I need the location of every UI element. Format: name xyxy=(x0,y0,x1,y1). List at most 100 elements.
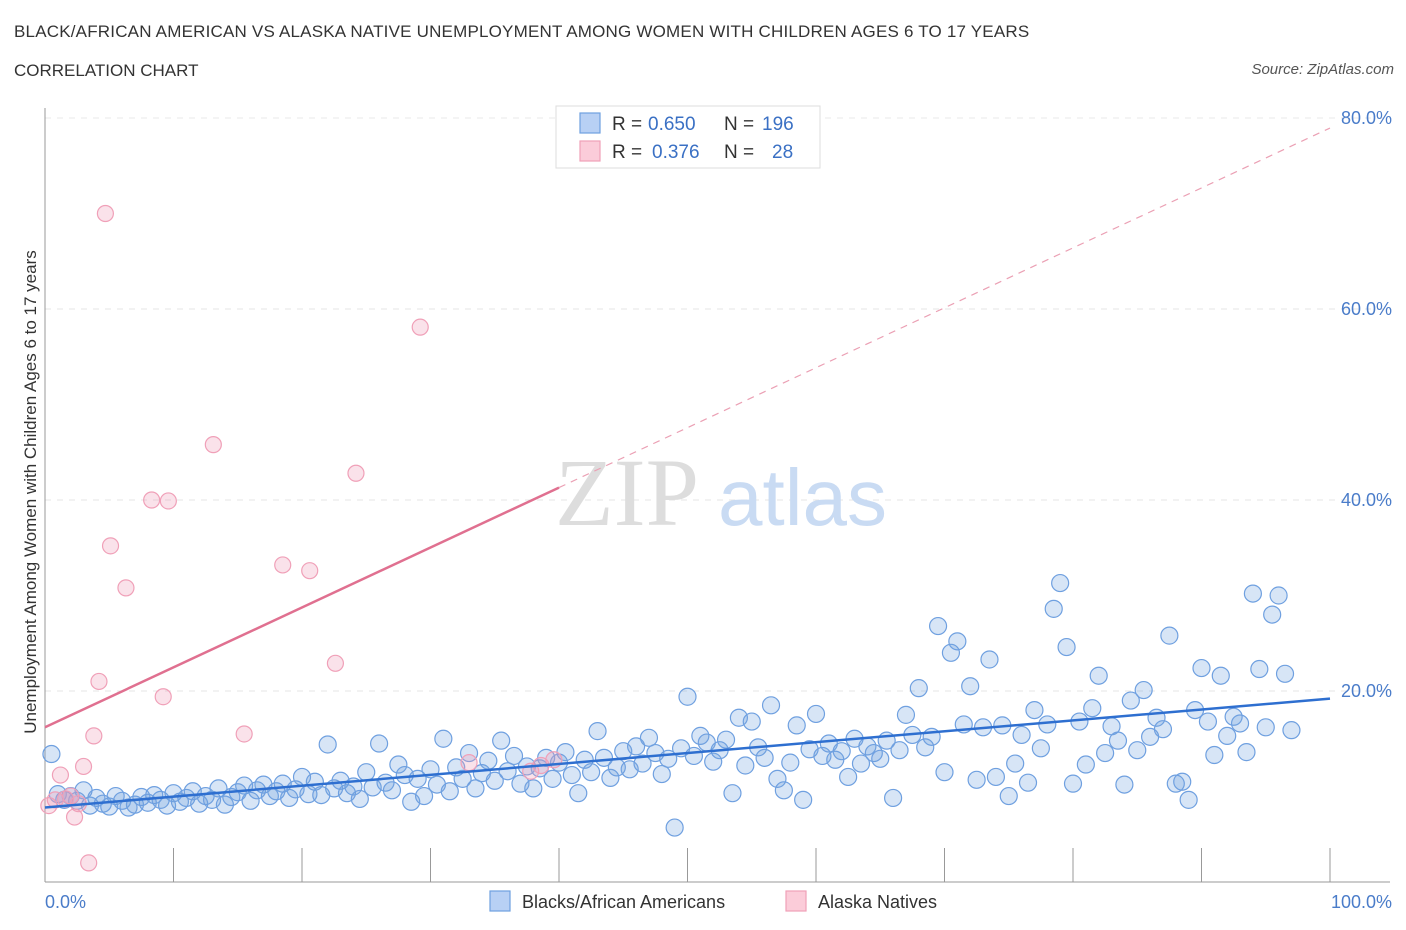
trend-line-blacks xyxy=(44,697,1331,809)
pink-point-2 xyxy=(51,766,70,784)
blue-point-132 xyxy=(890,741,909,760)
blue-point-163 xyxy=(1089,666,1108,685)
blue-point-161 xyxy=(1076,755,1095,774)
blue-point-157 xyxy=(1051,573,1070,593)
blue-point-117 xyxy=(794,790,813,809)
blue-point-191 xyxy=(1269,586,1288,605)
blue-point-48 xyxy=(350,789,369,809)
blue-point-176 xyxy=(1173,772,1192,791)
pink-point-12 xyxy=(101,537,120,555)
blue-point-95 xyxy=(652,764,671,784)
pink-point-18 xyxy=(235,725,253,743)
legend-r-value-2: 0.376 xyxy=(652,142,700,163)
trend-line-alaska xyxy=(44,486,560,729)
blue-point-97 xyxy=(665,818,684,837)
series-alaska-points xyxy=(40,204,563,872)
legend-r-label-2: R = xyxy=(612,142,642,163)
blue-point-86 xyxy=(594,748,614,767)
source-label: Source: ZipAtlas.com xyxy=(1251,61,1394,78)
series-blacks-points xyxy=(42,573,1301,837)
blue-point-49 xyxy=(357,763,376,782)
blue-point-129 xyxy=(871,749,890,768)
pink-point-19 xyxy=(274,556,292,574)
pink-point-13 xyxy=(117,579,135,597)
blue-point-139 xyxy=(935,763,954,782)
blue-point-131 xyxy=(883,788,903,808)
legend-n-value-2: 28 xyxy=(772,142,793,163)
blue-point-69 xyxy=(485,771,504,790)
blue-point-70 xyxy=(492,731,511,750)
blue-point-92 xyxy=(633,754,652,773)
blue-point-188 xyxy=(1250,659,1269,679)
blue-point-109 xyxy=(742,712,761,731)
blue-point-177 xyxy=(1179,790,1198,809)
blue-point-151 xyxy=(1012,725,1031,745)
blue-point-87 xyxy=(601,768,620,788)
blue-point-108 xyxy=(736,756,755,775)
blue-point-114 xyxy=(774,781,793,800)
blue-point-115 xyxy=(781,753,800,772)
blue-point-140 xyxy=(941,643,961,662)
x-tick-label-0: 0.0% xyxy=(45,892,86,912)
blue-point-180 xyxy=(1198,712,1218,731)
bottom-legend-label-pink: Alaska Natives xyxy=(818,892,937,912)
blue-point-159 xyxy=(1063,774,1083,793)
pink-point-20 xyxy=(301,562,319,580)
blue-point-183 xyxy=(1218,726,1237,745)
blue-point-189 xyxy=(1256,718,1275,737)
pink-point-15 xyxy=(154,688,172,706)
blue-point-136 xyxy=(916,738,935,757)
bottom-legend-swatch-blue xyxy=(489,890,511,912)
bottom-legend-label-blue: Blacks/African Americans xyxy=(522,892,725,912)
blue-point-116 xyxy=(787,716,806,735)
blue-point-105 xyxy=(716,730,736,749)
blue-point-154 xyxy=(1031,739,1050,758)
legend-r-label-1: R = xyxy=(612,114,642,135)
trend-lines xyxy=(44,127,1331,809)
pink-point-22 xyxy=(347,464,365,482)
blue-point-135 xyxy=(909,679,928,698)
blue-point-113 xyxy=(768,769,787,788)
blue-point-168 xyxy=(1121,691,1140,710)
watermark: ZIP atlas xyxy=(555,439,887,546)
blue-point-106 xyxy=(723,784,742,803)
legend-n-label-1: N = xyxy=(724,114,754,135)
y-tick-label-2: 60.0% xyxy=(1341,299,1392,319)
trend-line-alaska-extension xyxy=(558,127,1331,489)
blue-point-153 xyxy=(1025,700,1044,720)
blue-point-150 xyxy=(1006,754,1025,773)
pink-point-14 xyxy=(143,491,161,509)
watermark-atlas: atlas xyxy=(718,453,887,542)
watermark-zip: ZIP xyxy=(555,439,699,546)
chart-title: BLACK/AFRICAN AMERICAN VS ALASKA NATIVE … xyxy=(14,22,1030,41)
blue-point-91 xyxy=(626,737,646,756)
axes xyxy=(44,108,1390,883)
y-axis-label: Unemployment Among Women with Children A… xyxy=(21,250,40,734)
blue-point-27 xyxy=(215,795,234,814)
y-tick-label-0: 20.0% xyxy=(1341,681,1392,701)
legend-n-value-1: 196 xyxy=(762,114,794,135)
blue-point-78 xyxy=(543,769,562,788)
bottom-legend-swatch-pink xyxy=(785,890,807,912)
blue-point-182 xyxy=(1211,666,1230,685)
blue-point-123 xyxy=(832,742,851,761)
pink-point-10 xyxy=(90,672,108,691)
blue-point-43 xyxy=(318,735,337,754)
blue-point-164 xyxy=(1096,743,1115,763)
blue-point-119 xyxy=(806,704,826,724)
blue-point-62 xyxy=(440,782,459,801)
pink-point-9 xyxy=(85,727,103,745)
blue-point-185 xyxy=(1230,714,1250,733)
blue-point-175 xyxy=(1166,774,1185,793)
blue-point-186 xyxy=(1237,743,1256,762)
blue-point-93 xyxy=(639,728,659,747)
blue-point-72 xyxy=(504,746,524,766)
blue-point-124 xyxy=(839,767,858,787)
blue-point-156 xyxy=(1044,599,1063,618)
blue-point-81 xyxy=(562,765,581,785)
blue-point-71 xyxy=(498,762,517,781)
pink-point-17 xyxy=(204,436,222,454)
blue-point-61 xyxy=(434,729,453,748)
blue-point-174 xyxy=(1160,626,1179,645)
